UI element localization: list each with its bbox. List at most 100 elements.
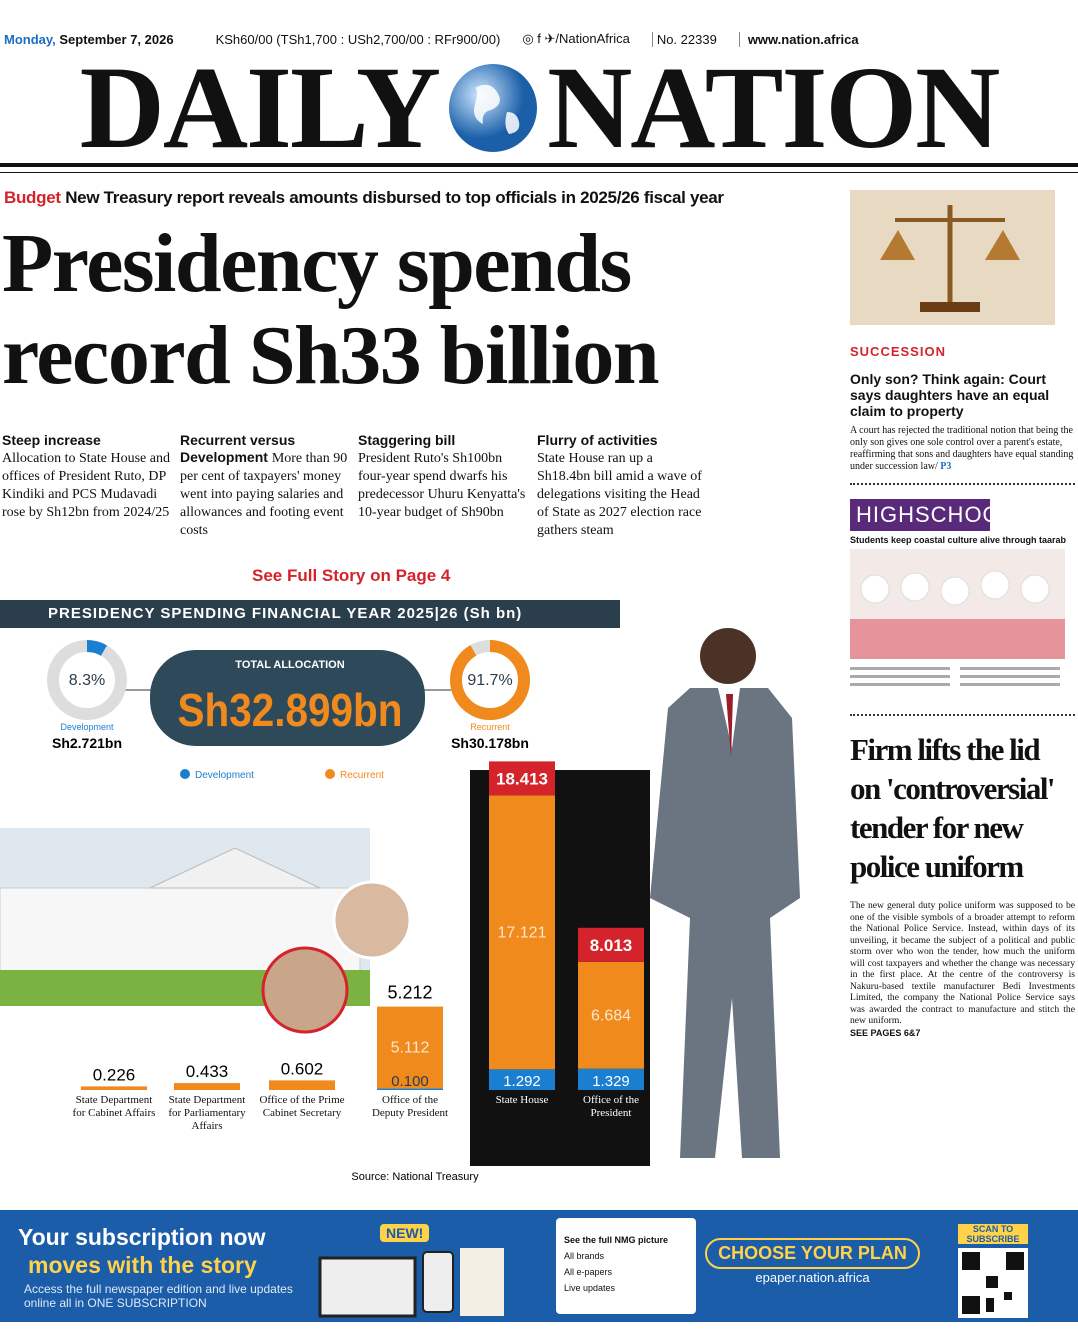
- col-text: State House ran up a Sh18.4bn bill amid …: [537, 451, 702, 538]
- building: [0, 828, 370, 1006]
- date: Monday, September 7, 2026: [4, 32, 174, 47]
- col-heading: Staggering bill: [358, 432, 456, 448]
- strapline: New Treasury report reveals amounts disb…: [65, 188, 724, 207]
- share-amount: Sh30.178bn: [451, 735, 529, 751]
- col-heading: Recurrent versus Development: [180, 432, 296, 465]
- rule: [0, 172, 1078, 173]
- scales-photo: [850, 190, 1055, 325]
- source: Source: National Treasury: [351, 1171, 479, 1183]
- offer-item: All e-papers: [564, 1267, 613, 1277]
- total: Sh32.899bn: [178, 684, 403, 736]
- divider: [850, 714, 1075, 720]
- bar-segment: [377, 1088, 443, 1090]
- website: www.nation.africa: [738, 31, 859, 47]
- qr-label: SCAN TO SUBSCRIBE: [958, 1224, 1028, 1244]
- promo-brand: HIGHSCHOOLER: [850, 499, 1045, 531]
- col-heading: Flurry of activities: [537, 432, 658, 448]
- total-label: TOTAL ALLOCATION: [235, 659, 344, 671]
- offer-box: See the full NMG picture All brands All …: [556, 1218, 696, 1314]
- story-headline: Only son? Think again: Court says daught…: [850, 371, 1050, 419]
- ad-badge: NEW!: [380, 1224, 430, 1242]
- top-bar: Monday, September 7, 2026 KSh60/00 (TSh1…: [0, 24, 1078, 54]
- devices: [318, 1248, 504, 1318]
- segment-label: 0.100: [391, 1073, 429, 1090]
- office-name: Office of the President: [583, 1094, 639, 1119]
- cta[interactable]: CHOOSE YOUR PLAN: [705, 1238, 920, 1269]
- bar-total: 0.433: [186, 1062, 229, 1081]
- infographic-svg: PRESIDENCY SPENDING FINANCIAL YEAR 2025|…: [0, 600, 800, 1183]
- bar-total: 0.226: [93, 1065, 136, 1084]
- promo-caption: Students keep coastal culture alive thro…: [850, 535, 1067, 545]
- ad-line1: Your subscription now: [18, 1224, 266, 1250]
- masthead-left: DAILY: [79, 41, 441, 173]
- legend-label: Recurrent: [340, 770, 384, 781]
- headline: Presidency spends record Sh33 billion: [2, 217, 660, 402]
- col-text: More than 90 per cent of taxpayers' mone…: [180, 451, 348, 538]
- offer-title: See the full NMG picture: [564, 1235, 669, 1245]
- col-text: Allocation to State House and offices of…: [2, 451, 170, 520]
- office-name: State House: [495, 1094, 549, 1106]
- story-headline: Firm lifts the lid on 'controversial' te…: [850, 732, 1056, 884]
- bar-total: 18.413: [496, 769, 548, 788]
- body-text: The new general duty police uniform was …: [850, 900, 1075, 1026]
- total-pill: [150, 650, 425, 746]
- segment-label: 6.684: [591, 1007, 631, 1024]
- ad-text: Access the full newspaper edition and li…: [24, 1282, 293, 1310]
- masthead: DAILY NATION: [0, 48, 1078, 166]
- office-name: Office of the Deputy President: [371, 1094, 449, 1119]
- day: Monday,: [4, 31, 56, 47]
- share-name: Recurrent: [470, 722, 510, 732]
- portrait: [261, 946, 349, 1034]
- social-handle: /NationAfrica: [555, 31, 630, 46]
- offer-item: All brands: [564, 1251, 605, 1261]
- infographic-title: PRESIDENCY SPENDING FINANCIAL YEAR 2025|…: [48, 605, 522, 622]
- kicker-line: Budget New Treasury report reveals amoun…: [4, 188, 724, 208]
- masthead-right: NATION: [547, 41, 1000, 173]
- ad-url[interactable]: epaper.nation.africa: [755, 1270, 870, 1285]
- office-name: State Department for Cabinet Affairs: [72, 1094, 156, 1119]
- qr-code: [958, 1248, 1028, 1318]
- portrait: [332, 880, 412, 960]
- price: KSh60/00 (TSh1,700 : USh2,700/00 : RFr90…: [215, 31, 501, 47]
- offer-item: Live updates: [564, 1283, 616, 1293]
- issue: No. 22339: [651, 31, 717, 47]
- title-bar: [0, 600, 620, 628]
- total-box: [578, 927, 644, 962]
- bar-total: 8.013: [590, 936, 633, 955]
- page-ref: P3: [940, 461, 952, 472]
- donut-label: 91.7%: [467, 672, 512, 689]
- share-amount: Sh2.721bn: [52, 735, 122, 751]
- column: Steep increase Allocation to State House …: [2, 432, 174, 521]
- page-ref: SEE PAGES 6&7: [850, 1027, 921, 1038]
- donut-arc: [47, 640, 127, 720]
- bar-segment: [578, 961, 644, 1069]
- globe: [449, 63, 538, 152]
- donut-label: 8.3%: [69, 672, 105, 689]
- bar-segment: [489, 795, 555, 1070]
- bar: [269, 1080, 335, 1090]
- story-body: A court has rejected the traditional not…: [850, 425, 1075, 473]
- bar: [174, 1083, 240, 1090]
- subscription-ad[interactable]: Your subscription now moves with the sto…: [0, 1210, 1078, 1322]
- col-text: President Ruto's Sh100bn four-year spend…: [358, 451, 526, 520]
- bar-segment: [377, 1006, 443, 1089]
- rule: [0, 163, 1078, 167]
- date-text: September 7, 2026: [59, 31, 174, 47]
- man-photo: [650, 628, 800, 1158]
- column: Staggering bill President Ruto's Sh100bn …: [358, 432, 530, 521]
- share-name: Development: [60, 722, 114, 732]
- ad-line2: moves with the story: [28, 1252, 257, 1278]
- office-name: Office of the Prime Cabinet Secretary: [259, 1094, 345, 1119]
- office-name: State Department for Parliamentary Affai…: [168, 1094, 246, 1132]
- col-heading: Steep increase: [2, 432, 101, 448]
- bar-total: 5.212: [387, 983, 432, 1003]
- promo-photo: [850, 549, 1065, 686]
- bar-segment: [489, 1069, 555, 1090]
- segment-label: 1.329: [592, 1073, 630, 1090]
- legend-swatch: [180, 769, 190, 779]
- see-more[interactable]: See Full Story on Page 4: [252, 566, 451, 585]
- infographic: PRESIDENCY SPENDING FINANCIAL YEAR 2025|…: [0, 598, 830, 1198]
- social: ◎ f ✈/NationAfrica: [522, 31, 630, 46]
- column: Recurrent versus Development More than 9…: [180, 432, 352, 539]
- kicker: Budget: [4, 188, 61, 207]
